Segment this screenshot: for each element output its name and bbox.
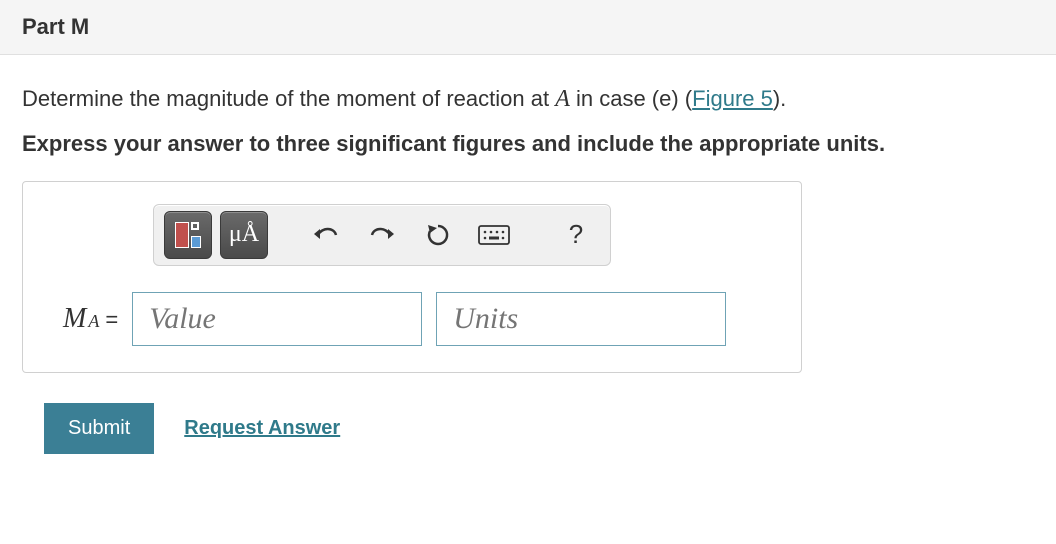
special-characters-button[interactable]: μÅ xyxy=(220,211,268,259)
value-input[interactable] xyxy=(132,292,422,346)
reset-button[interactable] xyxy=(414,211,462,259)
redo-button[interactable] xyxy=(358,211,406,259)
mu-a-icon: μÅ xyxy=(229,221,259,248)
part-header: Part M xyxy=(0,0,1056,55)
keyboard-icon xyxy=(478,225,510,245)
prompt-text-before: Determine the magnitude of the moment of… xyxy=(22,86,555,111)
answer-box: μÅ ? MA = xyxy=(22,181,802,373)
equals-sign: = xyxy=(105,307,118,333)
reset-icon xyxy=(425,222,451,248)
content-area: Determine the magnitude of the moment of… xyxy=(0,55,1056,476)
submit-button[interactable]: Submit xyxy=(44,403,154,454)
prompt-text-after: ). xyxy=(773,86,786,111)
keyboard-button[interactable] xyxy=(470,211,518,259)
units-input[interactable] xyxy=(436,292,726,346)
variable-label: MA = xyxy=(63,303,118,335)
action-row: Submit Request Answer xyxy=(22,403,1034,454)
redo-icon xyxy=(368,224,396,246)
formatting-toolbar: μÅ ? xyxy=(153,204,611,266)
instruction-text: Express your answer to three significant… xyxy=(22,131,1034,157)
template-icon xyxy=(175,222,201,248)
prompt-text-mid: in case (e) ( xyxy=(576,86,692,111)
question-prompt: Determine the magnitude of the moment of… xyxy=(22,83,1034,117)
undo-icon xyxy=(312,224,340,246)
request-answer-link[interactable]: Request Answer xyxy=(184,417,340,440)
variable-subscript: A xyxy=(88,311,99,332)
prompt-variable-a: A xyxy=(555,86,570,112)
help-button[interactable]: ? xyxy=(552,211,600,259)
undo-button[interactable] xyxy=(302,211,350,259)
answer-input-row: MA = xyxy=(63,292,779,346)
figure-link[interactable]: Figure 5 xyxy=(692,86,773,111)
variable-m: M xyxy=(63,303,86,335)
template-picker-button[interactable] xyxy=(164,211,212,259)
